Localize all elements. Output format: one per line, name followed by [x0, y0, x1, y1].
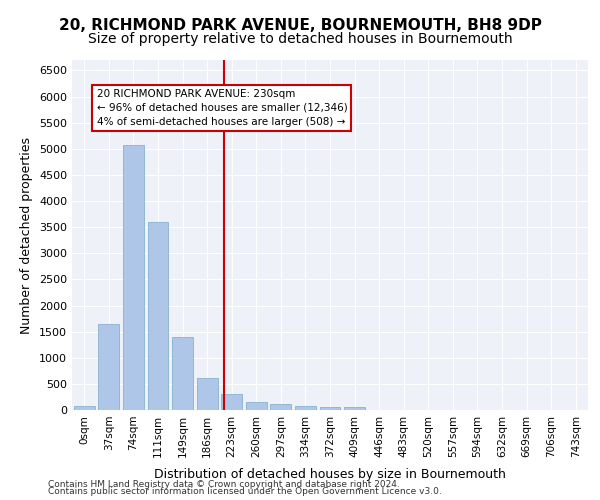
Bar: [74, 406, 95, 410]
Text: 20, RICHMOND PARK AVENUE, BOURNEMOUTH, BH8 9DP: 20, RICHMOND PARK AVENUE, BOURNEMOUTH, B…: [59, 18, 541, 32]
Bar: [172, 337, 193, 410]
Text: 20 RICHMOND PARK AVENUE: 230sqm
← 96% of detached houses are smaller (12,346)
4%: 20 RICHMOND PARK AVENUE: 230sqm ← 96% of…: [97, 88, 347, 126]
Text: Contains HM Land Registry data © Crown copyright and database right 2024.: Contains HM Land Registry data © Crown c…: [48, 480, 400, 489]
Bar: [98, 324, 119, 410]
Bar: [123, 144, 144, 410]
Bar: [221, 394, 242, 410]
Text: Size of property relative to detached houses in Bournemouth: Size of property relative to detached ho…: [88, 32, 512, 46]
Bar: [344, 407, 365, 410]
Bar: [148, 222, 169, 410]
Bar: [320, 408, 340, 410]
Y-axis label: Number of detached properties: Number of detached properties: [20, 136, 34, 334]
Bar: [295, 406, 316, 410]
X-axis label: Distribution of detached houses by size in Bournemouth: Distribution of detached houses by size …: [154, 468, 506, 481]
Bar: [271, 404, 292, 410]
Bar: [246, 402, 267, 410]
Bar: [197, 378, 218, 410]
Text: Contains public sector information licensed under the Open Government Licence v3: Contains public sector information licen…: [48, 487, 442, 496]
